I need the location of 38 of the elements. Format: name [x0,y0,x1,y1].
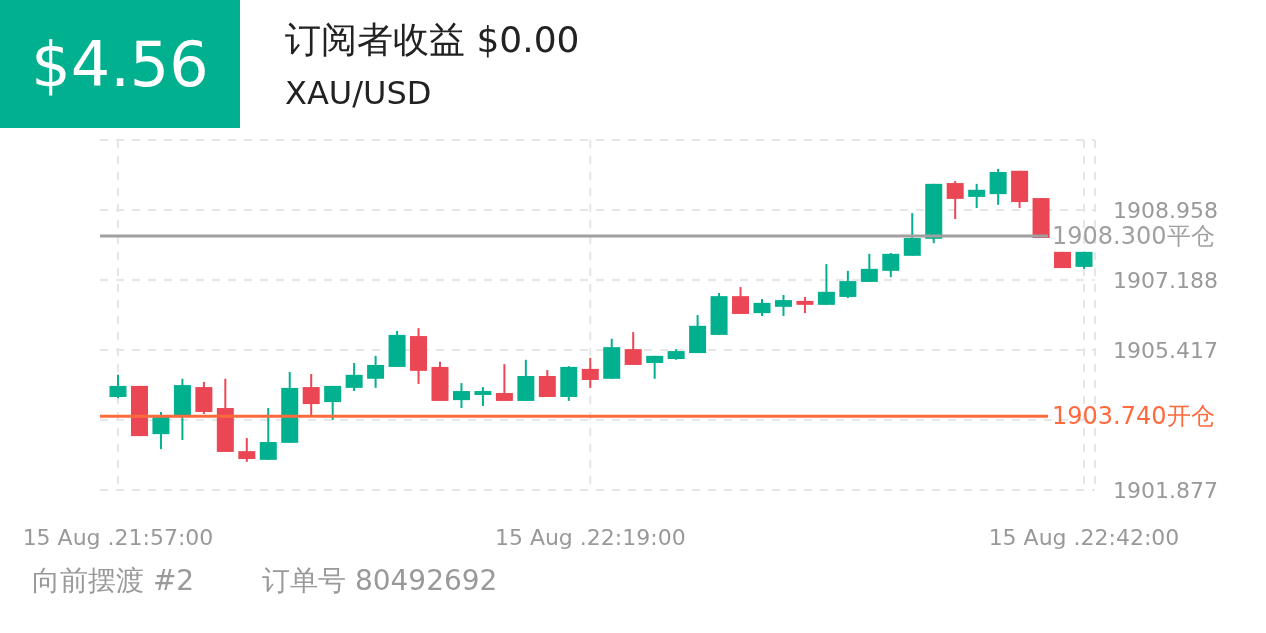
candlestick [302,373,320,417]
y-tick-label: 1908.958 [1113,197,1218,223]
candlestick [989,167,1007,206]
candlestick [259,407,277,461]
text: 订单号 80492692 [262,563,498,597]
chart-title: 订阅者收益 $0.00 [285,19,580,60]
chart-subtitle: XAU/USD [285,74,432,112]
candlestick [152,410,170,451]
candlestick [324,384,342,421]
candlestick [968,182,986,209]
candlestick [839,269,857,300]
candlestick [238,437,256,463]
candlestick [817,263,835,306]
candlestick [882,252,900,279]
candlestick [452,382,470,410]
candlestick [474,386,492,408]
candlestick [581,356,599,389]
text: $4.56 [31,27,209,101]
x-tick-label: 15 Aug .22:42:00 [988,524,1180,550]
y-tick-label: 1907.188 [1113,267,1218,293]
text: 向前摆渡 #2 [32,563,195,597]
x-tick-label: 15 Aug .22:19:00 [494,524,686,550]
y-tick-label: 1901.877 [1113,477,1218,503]
ref-line-label: 1903.740开仓 [1052,402,1215,431]
candlestick [495,363,513,402]
candlestick [367,354,385,389]
candlestick [903,212,921,257]
candlestick [109,373,127,400]
ref-line-label: 1908.300平仓 [1052,222,1215,251]
candlestick [860,252,878,283]
candlestick [538,369,556,398]
candlestick [774,293,792,317]
candlestick [946,180,964,221]
y-tick-label: 1905.417 [1113,337,1218,363]
x-tick-label: 15 Aug .21:57:00 [22,524,214,550]
candlestick [345,361,363,393]
candlestick [624,331,642,366]
candlestick [732,286,750,315]
